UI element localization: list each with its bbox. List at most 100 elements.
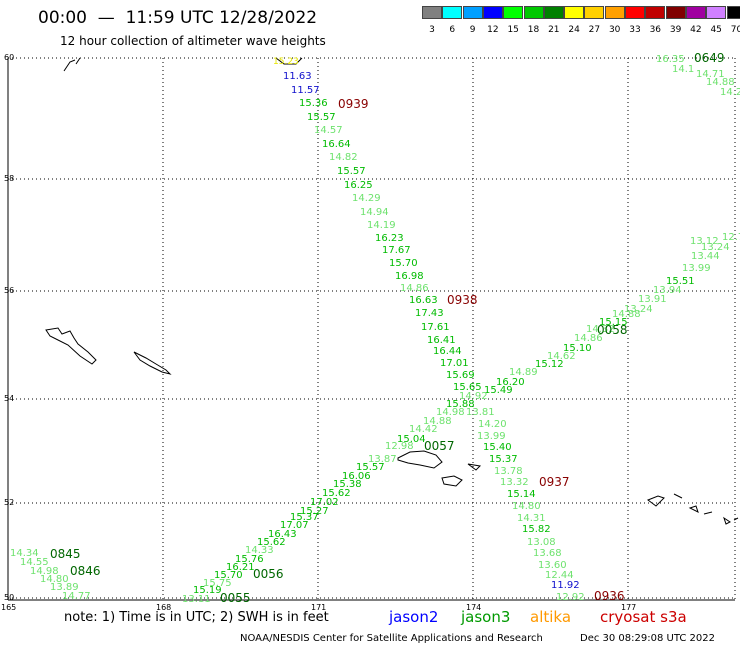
legend-label: 15 [507,25,519,35]
track-value: 14.77 [62,591,91,602]
track-value: 15.23 [273,57,299,67]
track-value: 15.57 [356,462,385,473]
legend-swatch [564,6,585,19]
track-value: 14.31 [517,513,546,524]
track-value: 15.15 [599,317,628,328]
track-value: 15.49 [484,385,513,396]
track-value: 13.60 [538,560,567,571]
track-time-label: 0058 [597,323,628,337]
track-value: 15.69 [446,370,475,381]
track-value: 14.1 [672,64,694,75]
lon-label: 171 [311,603,326,612]
mission-altika: altika [530,608,572,626]
track-value: 16.25 [344,180,373,191]
track-value: 15.19 [193,585,222,596]
track-value: 14.20 [478,419,507,430]
track-value: 15.62 [257,537,286,548]
track-value: 16.64 [322,139,351,150]
track-value: 16.35 [656,54,685,65]
legend-swatch [645,6,666,19]
track-value: 17.02 [310,497,339,508]
track-time-label: 0845 [50,547,81,561]
track-value: 14.80 [40,574,69,585]
legend-swatch [584,6,605,19]
legend-swatch [482,6,503,19]
track-value: 12.44 [545,570,574,581]
track-value: 14.86 [400,283,429,294]
track-time-label: 0055 [220,591,251,605]
track-value: 17.61 [421,322,450,333]
track-value: 13.78 [494,466,523,477]
mission-cryosat: cryosat s3a [600,608,687,626]
track-value: 15.40 [483,442,512,453]
track-value: 11.63 [283,71,312,82]
track-value: 16.44 [433,346,462,357]
track-value: 14.32 [586,324,615,335]
track-value: 13.24 [701,242,730,253]
track-time-label: 0649 [694,51,725,65]
track-value: 16.41 [427,335,456,346]
track-value: 12.76 [722,232,740,243]
track-value: 15.14 [507,489,536,500]
track-value: 11.57 [291,85,320,96]
legend-label: 42 [690,25,702,35]
lat-label: 52 [4,498,14,507]
legend-swatch [604,6,625,19]
track-value: 14.86 [574,333,603,344]
lon-label: 177 [621,603,636,612]
legend-label: 27 [588,25,601,35]
legend-swatch [543,6,564,19]
lat-label: 54 [4,394,14,403]
track-value: 14.29 [352,193,381,204]
mission-jason3: jason3 [461,608,511,626]
track-value: 15.70 [389,258,418,269]
track-value: 15.36 [299,98,328,109]
lon-label: 174 [466,603,481,612]
track-value: 14.33 [245,545,274,556]
track-value: 13.94 [653,285,682,296]
track-value: 15.62 [322,488,351,499]
track-value: 14.98 [436,407,465,418]
track-value: 15.82 [522,524,551,535]
track-value: 14.2 [720,87,740,98]
legend-label: 30 [608,25,621,35]
track-value: 12.98 [385,441,414,452]
track-value: 15.57 [337,166,366,177]
generation-timestamp: Dec 30 08:29:08 UTC 2022 [580,633,715,644]
track-value: 15.88 [446,399,475,410]
lon-label: 165 [1,603,16,612]
track-value: 13.89 [50,582,79,593]
track-value: 14.62 [547,351,576,362]
track-labels: 11.63 11.57 15.36 15.57 14.57 16.64 14.82 15.57… [10,51,740,605]
track-value: 16.43 [268,529,297,540]
track-value: 15.70 [214,570,243,581]
lat-label: 56 [4,286,14,295]
chart-title: 00:00 — 11:59 UTC 12/28/2022 [38,8,318,28]
legend-swatch [462,6,483,19]
track-value: 15.37 [489,454,518,465]
track-value: 16.98 [395,271,424,282]
track-value: 13.68 [533,548,562,559]
track-value: 17.43 [415,308,444,319]
credit-line: NOAA/NESDIS Center for Satellite Applica… [240,633,543,644]
legend-label: 18 [527,25,540,35]
legend-label: 70 [730,25,740,35]
lat-label: 58 [4,174,14,183]
legend-swatch [442,6,463,19]
legend-swatch [422,6,442,19]
legend-label: 24 [568,25,580,35]
track-value: 16.63 [409,295,438,306]
track-value: 15.57 [307,112,336,123]
legend-label: 6 [449,25,456,35]
track-value: 12.92 [556,592,585,603]
track-value: 15.37 [290,512,319,523]
track-value: 15.75 [203,578,232,589]
legend-label: 21 [548,25,560,35]
track-value: 14.92 [459,391,488,402]
track-value: 13.24 [624,304,653,315]
track-time-label: 0056 [253,567,284,581]
track-value: 14.88 [423,416,452,427]
track-value: 16.23 [375,233,404,244]
track-value: 15.12 [535,359,564,370]
